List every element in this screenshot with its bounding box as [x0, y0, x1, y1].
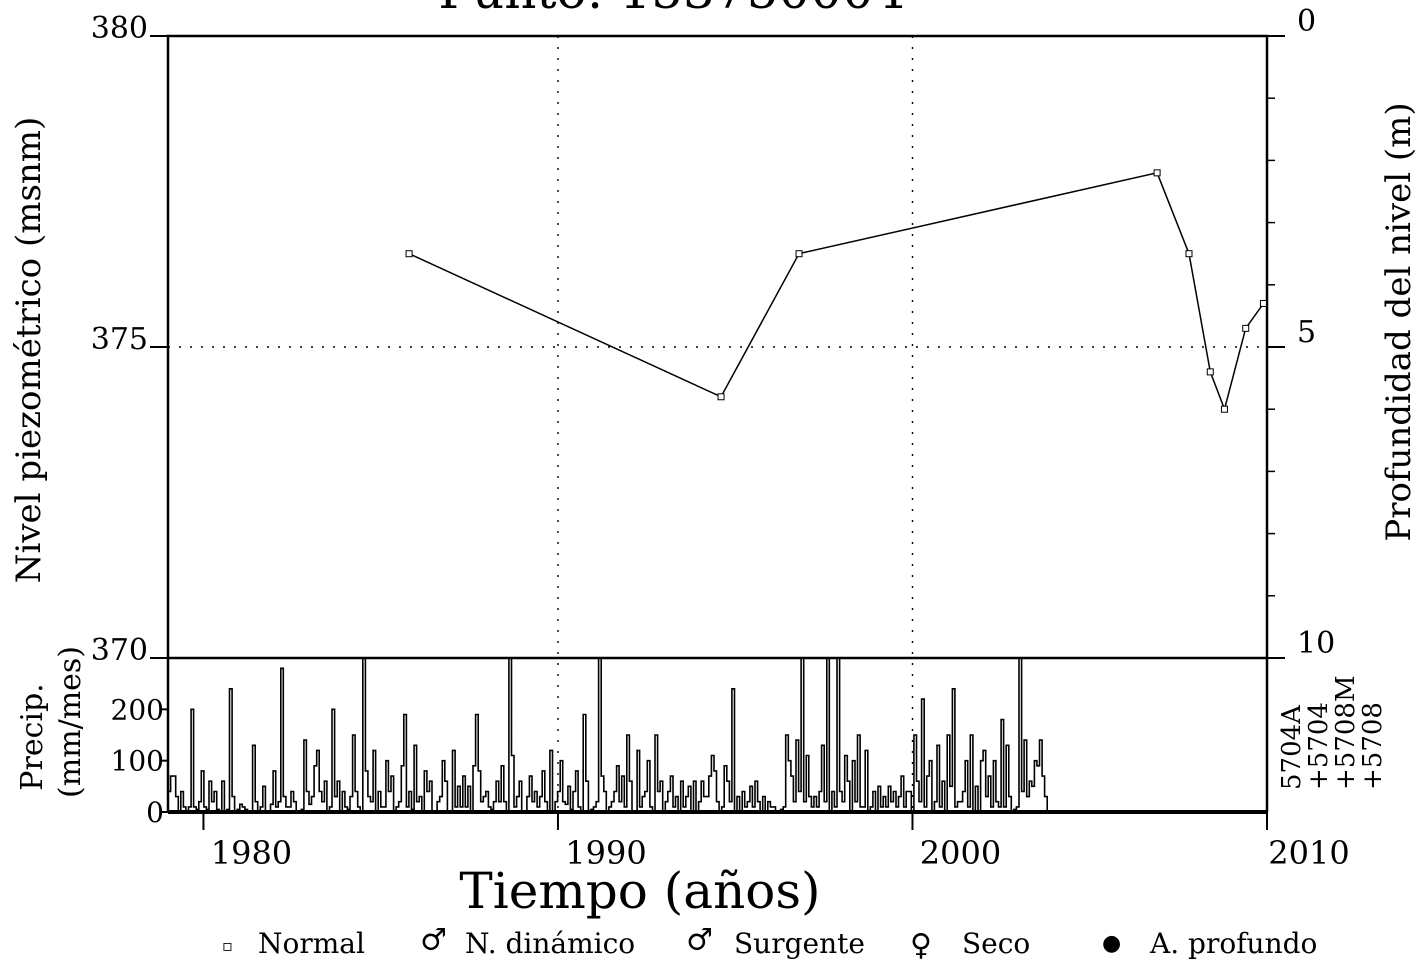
plot-frame [166, 34, 1269, 814]
piezometric-series [405, 169, 1267, 413]
y2-axis-label: Profundidad del nivel (m) [1379, 102, 1419, 541]
data-point-normal [1206, 368, 1214, 376]
legend-surgent-label: Surgente [734, 927, 865, 960]
legend-dry-icon: ♀ [910, 928, 932, 963]
precip-tick-label: 200 [111, 693, 164, 726]
station-code: +5704 [1304, 702, 1334, 790]
data-point-normal [717, 393, 725, 401]
main-frame [166, 34, 1269, 660]
y-tick-label: 375 [91, 322, 148, 357]
data-point-normal [1185, 250, 1193, 258]
station-code: +5708M [1331, 675, 1361, 790]
legend-dynamic-label: N. dinámico [465, 927, 635, 960]
station-code: 5704A [1277, 704, 1307, 790]
chart-title: Punto: 153750004 [438, 0, 905, 20]
x-tick-label: 2000 [920, 834, 1001, 872]
legend: ▫ Normal ♂ N. dinámico ♂ Surgente ♀ Seco… [222, 923, 1317, 963]
data-point-normal [1259, 299, 1267, 307]
legend-dynamic-icon: ♂ [420, 923, 447, 958]
y-axis-label: Nivel piezométrico (msnm) [9, 117, 49, 584]
data-point-normal [795, 250, 803, 258]
legend-normal-label: Normal [258, 927, 365, 960]
y2-tick-label: 0 [1297, 4, 1316, 39]
data-point-normal [405, 250, 413, 258]
x-tick-label: 1990 [565, 834, 646, 872]
y2-tick-label: 10 [1297, 626, 1335, 661]
x-axis-label: Tiempo (años) [459, 862, 820, 920]
legend-normal-icon: ▫ [222, 936, 233, 955]
grid [168, 36, 1267, 812]
precip-histogram [167, 657, 1048, 813]
y2-tick-label: 5 [1297, 315, 1316, 350]
legend-deep-icon: ● [1102, 931, 1121, 956]
precipitation-bars [167, 657, 1048, 813]
precip-label: Precip. [15, 683, 50, 790]
data-point-normal [1153, 169, 1161, 177]
precip-tick-label: 100 [111, 745, 164, 778]
axis-ticks: 1980 1990 2000 2010 380 375 370 0 5 10 200 100 0 [91, 4, 1350, 872]
legend-dry-label: Seco [962, 927, 1030, 960]
y-tick-label: 370 [91, 633, 148, 668]
precip-tick-label: 0 [146, 796, 164, 829]
data-point-normal [1242, 324, 1250, 332]
station-codes: 5704A+5704+5708M+5708 [1277, 675, 1388, 790]
x-tick-label: 1980 [211, 834, 292, 872]
legend-deep-label: A. profundo [1149, 927, 1317, 960]
x-tick-label: 2010 [1268, 834, 1349, 872]
station-code: +5708 [1358, 702, 1388, 790]
data-point-normal [1220, 405, 1228, 413]
series-line [408, 171, 1265, 412]
precip-unit-label: (mm/mes) [53, 646, 88, 798]
y-tick-label: 380 [91, 11, 148, 46]
legend-surgent-icon: ♂ [686, 923, 713, 958]
